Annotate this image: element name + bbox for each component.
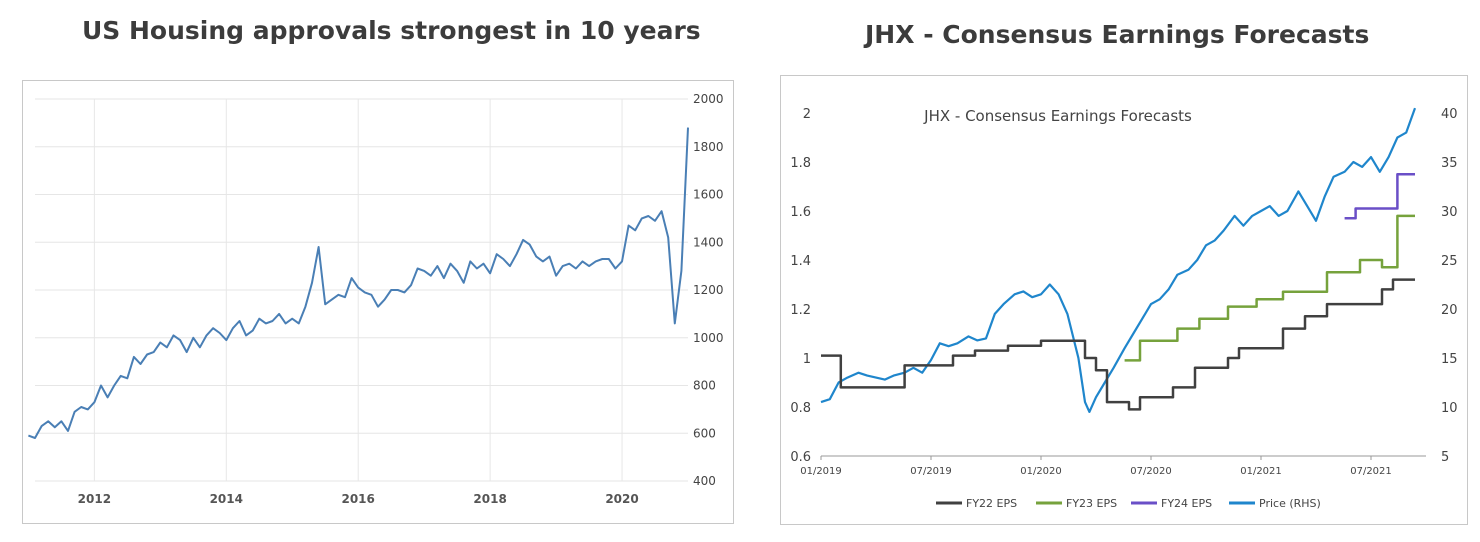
left-y-tick-label: 1.6 xyxy=(790,205,811,220)
right-y-tick-label: 10 xyxy=(1441,401,1458,416)
fy22-eps-line xyxy=(821,278,1415,411)
jhx-earnings-plot: JHX - Consensus Earnings Forecasts 0.6 0.8… xyxy=(790,107,1458,510)
x-tick-label: 2014 xyxy=(210,492,243,506)
right-y-tick-label: 30 xyxy=(1441,205,1458,220)
y-tick-label: 2000 xyxy=(693,92,724,106)
x-tick-label: 07/2019 xyxy=(910,466,952,477)
x-tick-label: 07/2021 xyxy=(1350,466,1392,477)
left-y-tick-label: 1.2 xyxy=(790,303,811,318)
y-tick-label: 600 xyxy=(693,426,716,440)
fy23-eps-line xyxy=(1124,214,1415,362)
right-y-tick-label: 5 xyxy=(1441,450,1449,465)
x-tick-label: 01/2019 xyxy=(800,466,842,477)
x-tick-label: 2018 xyxy=(473,492,506,506)
price-rhs-line xyxy=(820,107,1417,413)
x-tick-label: 2020 xyxy=(605,492,638,506)
plot-inner-title: JHX - Consensus Earnings Forecasts xyxy=(923,107,1192,125)
left-y-tick-label: 0.8 xyxy=(790,401,811,416)
x-tick-label: 01/2020 xyxy=(1020,466,1062,477)
left-y-tick-label: 1.8 xyxy=(790,156,811,171)
housing-approvals-plot: 400 600 800 1000 1200 1400 1600 1800 2000 2012 201… xyxy=(28,92,724,506)
left-y-tick-label: 1.4 xyxy=(790,254,811,269)
legend-label: Price (RHS) xyxy=(1259,497,1321,510)
y-tick-label: 1000 xyxy=(693,331,724,345)
left-y-tick-label: 1 xyxy=(803,352,811,367)
right-y-tick-label: 15 xyxy=(1441,352,1458,367)
y-tick-label: 800 xyxy=(693,379,716,393)
housing-approvals-line xyxy=(28,127,689,439)
y-tick-label: 1200 xyxy=(693,283,724,297)
y-tick-label: 400 xyxy=(693,474,716,488)
x-tick-label: 01/2021 xyxy=(1240,466,1282,477)
jhx-earnings-chart: JHX - Consensus Earnings Forecasts 0.6 0.8… xyxy=(780,75,1468,525)
legend-label: FY23 EPS xyxy=(1066,497,1117,510)
y-tick-label: 1800 xyxy=(693,140,724,154)
left-y-tick-label: 2 xyxy=(803,107,811,122)
x-tick-label: 2012 xyxy=(78,492,111,506)
right-y-tick-label: 35 xyxy=(1441,156,1458,171)
fy24-eps-line xyxy=(1344,173,1415,220)
right-y-tick-label: 40 xyxy=(1441,107,1458,122)
x-tick-label: 2016 xyxy=(341,492,374,506)
y-tick-label: 1600 xyxy=(693,188,724,202)
legend-label: FY24 EPS xyxy=(1161,497,1212,510)
chart-1-title: US Housing approvals strongest in 10 yea… xyxy=(82,16,701,45)
x-tick-label: 07/2020 xyxy=(1130,466,1172,477)
chart-2-title: JHX - Consensus Earnings Forecasts xyxy=(865,20,1370,49)
housing-approvals-chart: 400 600 800 1000 1200 1400 1600 1800 2000 2012 201… xyxy=(22,80,734,524)
y-tick-label: 1400 xyxy=(693,235,724,249)
right-y-tick-label: 20 xyxy=(1441,303,1458,318)
right-y-tick-label: 25 xyxy=(1441,254,1458,269)
left-y-tick-label: 0.6 xyxy=(790,450,811,465)
legend-label: FY22 EPS xyxy=(966,497,1017,510)
